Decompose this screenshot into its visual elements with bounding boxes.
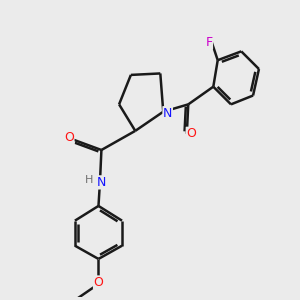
Text: H: H	[85, 175, 94, 185]
Text: F: F	[205, 36, 212, 49]
Text: O: O	[64, 131, 74, 144]
Text: N: N	[97, 176, 106, 189]
Text: O: O	[94, 276, 103, 289]
Text: O: O	[186, 127, 196, 140]
Text: N: N	[163, 107, 172, 120]
